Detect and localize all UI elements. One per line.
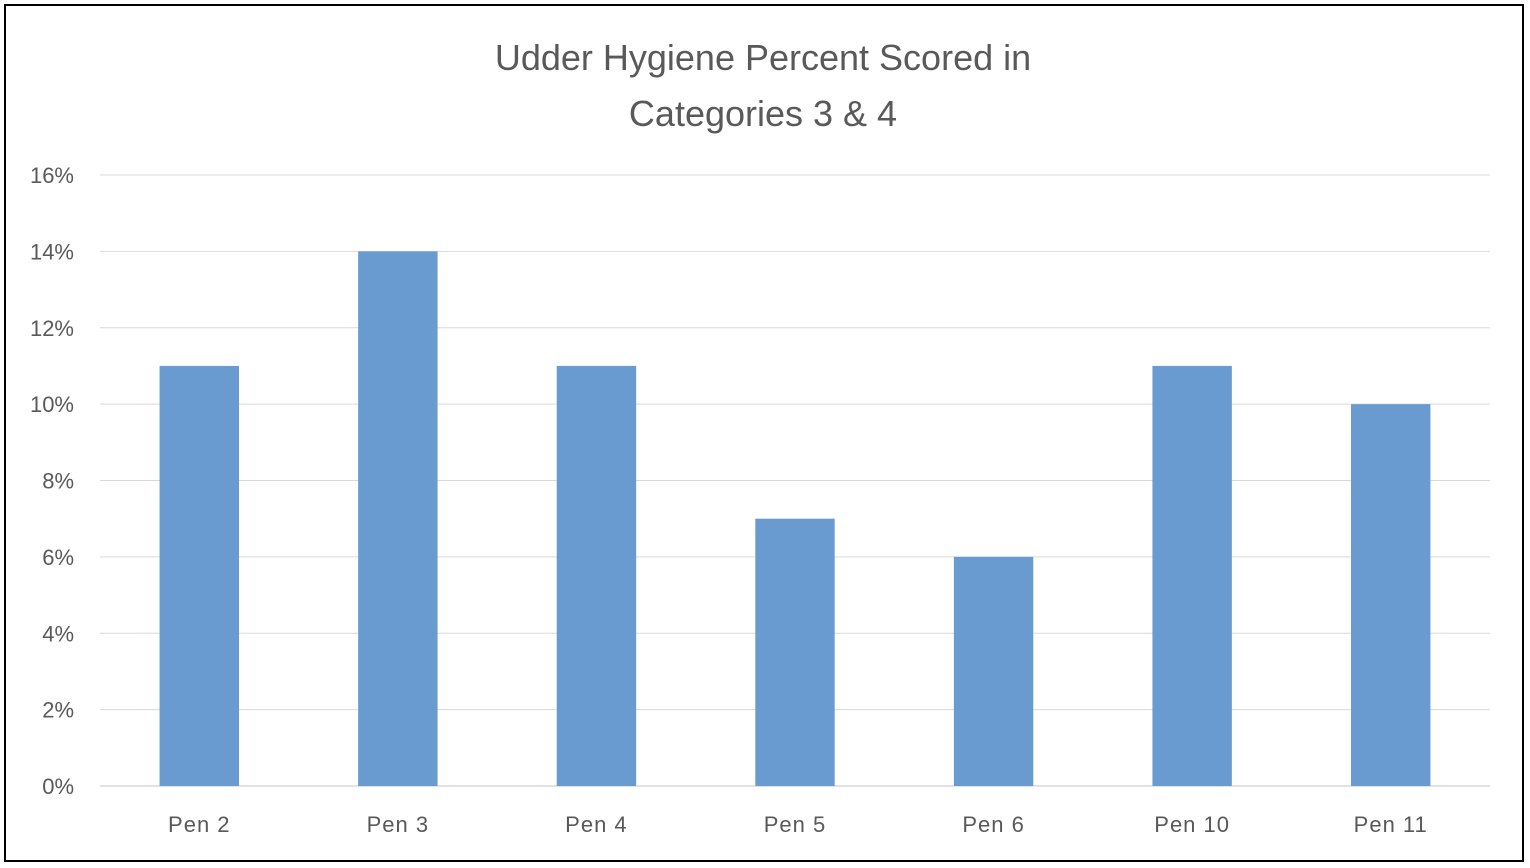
y-tick-label: 12% — [30, 316, 74, 341]
x-category-label: Pen 6 — [962, 812, 1025, 837]
y-tick-label: 0% — [42, 774, 74, 799]
y-tick-label: 4% — [42, 621, 74, 646]
bar-pen-10 — [1152, 365, 1232, 786]
x-axis-labels: Pen 2 Pen 3 Pen 4 Pen 5 Pen 6 Pen 10 Pen 11 — [168, 812, 1428, 837]
x-category-label: Pen 11 — [1354, 812, 1428, 837]
x-category-label: Pen 3 — [367, 812, 430, 837]
y-tick-label: 6% — [42, 545, 74, 570]
y-tick-label: 10% — [30, 392, 74, 417]
y-tick-label: 16% — [30, 163, 74, 188]
x-category-label: Pen 5 — [764, 812, 827, 837]
chart-title: Udder Hygiene Percent Scored in Categori… — [0, 30, 1526, 142]
y-axis-ticks: 0% 2% 4% 6% 8% 10% 12% 14% 16% — [30, 163, 74, 799]
chart-title-line-2: Categories 3 & 4 — [628, 93, 898, 134]
x-category-label: Pen 4 — [565, 812, 628, 837]
x-category-label: Pen 10 — [1154, 812, 1230, 837]
x-category-label: Pen 2 — [168, 812, 231, 837]
bar-pen-6 — [953, 556, 1034, 786]
bar-pen-11 — [1351, 404, 1431, 786]
y-tick-label: 14% — [30, 239, 74, 264]
y-tick-label: 2% — [42, 698, 74, 723]
bar-pen-3 — [358, 251, 438, 786]
bar-pen-5 — [755, 518, 835, 786]
bars — [159, 251, 1431, 786]
bar-pen-2 — [159, 365, 239, 786]
chart-title-line-1: Udder Hygiene Percent Scored in — [494, 37, 1032, 78]
y-tick-label: 8% — [42, 469, 74, 494]
bar-pen-4 — [556, 365, 637, 786]
